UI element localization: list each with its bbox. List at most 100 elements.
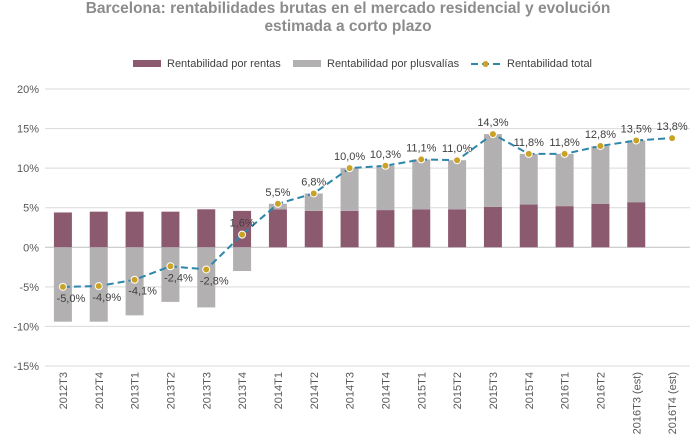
data-label: 11,8% — [549, 137, 580, 149]
bar-rentas-2014T3 — [340, 210, 359, 248]
total-marker — [524, 149, 533, 158]
y-tick-label: 20% — [17, 84, 39, 96]
y-tick-label: -15% — [13, 361, 39, 373]
x-tick-label: 2015T1 — [416, 372, 428, 409]
y-tick-label: 0% — [23, 242, 39, 254]
x-tick-label: 2016T4 (est) — [667, 372, 679, 434]
total-marker — [238, 230, 247, 239]
bar-rentas-2015T2 — [448, 209, 467, 248]
legend-swatch-plusvalias — [293, 60, 321, 67]
data-label: 1,6% — [230, 218, 255, 230]
x-tick-label: 2014T4 — [380, 372, 392, 409]
x-tick-label: 2013T2 — [165, 372, 177, 409]
legend-label-rentas: Rentabilidad por rentas — [167, 58, 281, 70]
data-label: 11,0% — [442, 143, 473, 155]
x-tick-label: 2015T4 — [524, 372, 536, 409]
total-marker — [488, 130, 497, 139]
total-marker — [417, 155, 426, 164]
bar-plusvalias-2013T2 — [161, 247, 180, 302]
bar-plusvalias-2014T3 — [340, 168, 359, 211]
total-marker — [166, 262, 175, 271]
bar-rentas-2015T4 — [519, 204, 538, 248]
data-label: 12,8% — [585, 129, 616, 141]
total-marker — [381, 161, 390, 170]
bar-plusvalias-2015T3 — [483, 134, 502, 207]
total-marker — [130, 275, 139, 284]
bar-plusvalias-2014T4 — [376, 165, 395, 211]
bar-plusvalias-2016T3est — [627, 140, 646, 203]
bar-rentas-2014T4 — [376, 210, 395, 248]
bar-rentas-2013T3 — [197, 209, 216, 248]
y-tick-label: -5% — [19, 282, 39, 294]
total-marker — [345, 164, 354, 173]
x-tick-label: 2013T3 — [201, 372, 213, 409]
total-marker — [632, 136, 641, 145]
bar-rentas-2016T2 — [591, 203, 610, 248]
bar-plusvalias-2015T1 — [412, 159, 431, 210]
total-marker — [453, 156, 462, 165]
y-tick-label: 10% — [17, 163, 39, 175]
bar-rentas-2016T3est — [627, 202, 646, 248]
bar-plusvalias-2015T4 — [519, 153, 538, 205]
bar-plusvalias-2014T2 — [304, 193, 323, 211]
data-label: -2,4% — [164, 272, 193, 284]
bar-plusvalias-2013T3 — [197, 247, 216, 308]
chart-title-line-2: estimada a corto plazo — [264, 18, 432, 35]
total-marker — [273, 199, 282, 208]
bar-rentas-2015T1 — [412, 209, 431, 248]
bar-rentas-2014T1 — [268, 209, 287, 248]
total-marker — [596, 141, 605, 150]
x-tick-label: 2014T1 — [273, 372, 285, 409]
data-label: -4,9% — [92, 292, 121, 304]
data-label: -4,1% — [128, 286, 157, 298]
x-tick-label: 2015T2 — [452, 372, 464, 409]
total-marker — [668, 134, 677, 143]
bar-plusvalias-2016T1 — [555, 153, 574, 207]
bar-rentas-2014T2 — [304, 210, 323, 248]
total-line — [62, 132, 673, 288]
x-tick-label: 2015T3 — [488, 372, 500, 409]
y-tick-label: -10% — [13, 321, 39, 333]
bar-rentas-2012T3 — [53, 212, 72, 248]
bar-plusvalias-2015T2 — [448, 160, 467, 210]
y-tick-label: 15% — [17, 124, 39, 136]
total-marker — [94, 282, 103, 291]
x-tick-label: 2013T1 — [130, 372, 142, 409]
x-tick-label: 2013T4 — [237, 372, 249, 409]
data-label: -5,0% — [57, 293, 86, 305]
x-tick-label: 2012T3 — [58, 372, 70, 409]
bar-rentas-2013T2 — [161, 211, 180, 248]
total-marker — [202, 265, 211, 274]
total-marker — [58, 282, 67, 291]
total-marker — [560, 149, 569, 158]
data-label: 6,8% — [301, 176, 326, 188]
bar-rentas-2016T1 — [555, 206, 574, 248]
x-tick-label: 2014T3 — [345, 372, 357, 409]
x-tick-label: 2016T1 — [560, 372, 572, 409]
bar-rentas-2013T1 — [125, 211, 144, 248]
legend-label-total: Rentabilidad total — [507, 58, 592, 70]
chart-title-line-1: Barcelona: rentabilidades brutas en el m… — [85, 0, 611, 17]
x-tick-label: 2012T4 — [94, 372, 106, 409]
data-label: -2,8% — [200, 275, 229, 287]
data-label: 5,5% — [265, 187, 290, 199]
x-tick-label: 2014T2 — [309, 372, 321, 409]
bar-plusvalias-2013T4 — [233, 247, 252, 272]
data-label: 10,3% — [370, 149, 401, 161]
y-tick-label: 5% — [23, 203, 39, 215]
bar-rentas-2012T4 — [89, 211, 108, 248]
data-label: 11,1% — [406, 142, 437, 154]
legend-swatch-rentas — [133, 60, 161, 67]
legend-marker-total — [482, 61, 489, 67]
data-label: 13,5% — [621, 123, 652, 135]
x-tick-label: 2016T2 — [595, 372, 607, 409]
bar-plusvalias-2016T2 — [591, 145, 610, 204]
data-label: 11,8% — [514, 137, 545, 149]
chart-title: Barcelona: rentabilidades brutas en el m… — [0, 0, 696, 36]
data-label: 13,8% — [656, 121, 687, 133]
bar-rentas-2015T3 — [483, 206, 502, 248]
legend-label-plusvalias: Rentabilidad por plusvalías — [327, 58, 460, 70]
total-marker — [309, 189, 318, 198]
